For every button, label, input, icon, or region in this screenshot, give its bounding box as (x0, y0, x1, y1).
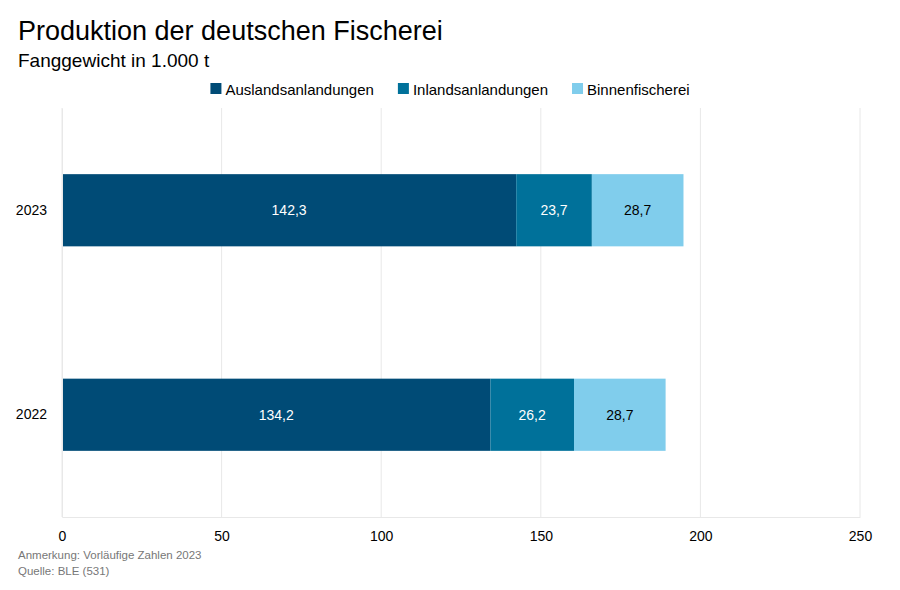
x-axis: 0 50 100 150 200 250 (59, 517, 873, 544)
bar (574, 379, 666, 451)
x-tick: 200 (689, 517, 713, 544)
data-label: 134,2 (259, 407, 294, 423)
bars (62, 174, 683, 451)
bar (62, 379, 490, 451)
x-tick: 0 (59, 517, 67, 544)
grid-line (700, 108, 701, 517)
legend-label: Inlandsanlandungen (413, 81, 548, 98)
y-tick-label: 2022 (16, 406, 47, 422)
y-axis-line (62, 109, 63, 518)
grid-line (381, 108, 382, 517)
x-tick-label: 250 (849, 528, 873, 544)
legend-item: Binnenfischerei (572, 81, 690, 98)
x-tick-label: 200 (689, 528, 713, 544)
legend-swatch (572, 83, 583, 94)
legend-item: Inlandsanlandungen (398, 81, 548, 98)
grid-line (540, 108, 541, 517)
subtitle: Fanggewicht in 1.000 t (18, 50, 210, 71)
bar (490, 379, 574, 451)
bar (592, 174, 684, 246)
legend-swatch (210, 83, 221, 94)
data-label: 28,7 (606, 407, 633, 423)
title: Produktion der deutschen Fischerei (18, 16, 443, 46)
grid-line (62, 108, 63, 517)
legend-label: Binnenfischerei (587, 81, 690, 98)
bar (62, 174, 516, 246)
x-tick-label: 50 (214, 528, 230, 544)
data-label: 26,2 (519, 407, 546, 423)
x-axis-line (63, 517, 861, 518)
annotation: Anmerkung: Vorläufige Zahlen 2023 (18, 549, 201, 561)
data-labels: 142,3 134,2 23,7 26,2 28,7 28,7 (259, 202, 652, 423)
grid (62, 108, 860, 517)
y-tick: 2023 (16, 202, 62, 218)
chart: Produktion der deutschen Fischerei Fangge… (0, 0, 900, 590)
grid-line (221, 108, 222, 517)
grid-line (860, 108, 861, 517)
x-tick: 100 (370, 517, 394, 544)
x-tick: 150 (530, 517, 554, 544)
x-tick-label: 0 (59, 528, 67, 544)
data-label: 23,7 (540, 202, 567, 218)
legend: Auslandsanlandungen Inlandsanlandungen Bin… (210, 81, 689, 98)
x-tick: 250 (849, 517, 873, 544)
legend-swatch (398, 83, 409, 94)
y-tick-label: 2023 (16, 202, 47, 218)
bar (516, 174, 592, 246)
legend-item: Auslandsanlandungen (210, 81, 373, 98)
x-tick-label: 150 (530, 528, 554, 544)
data-label: 142,3 (272, 202, 307, 218)
legend-label: Auslandsanlandungen (225, 81, 373, 98)
x-tick-label: 100 (370, 528, 394, 544)
annotation: Quelle: BLE (531) (18, 565, 110, 577)
data-label: 28,7 (624, 202, 651, 218)
x-tick: 50 (214, 517, 230, 544)
y-axis: 2023 2022 (16, 109, 63, 518)
y-tick: 2022 (16, 406, 62, 422)
